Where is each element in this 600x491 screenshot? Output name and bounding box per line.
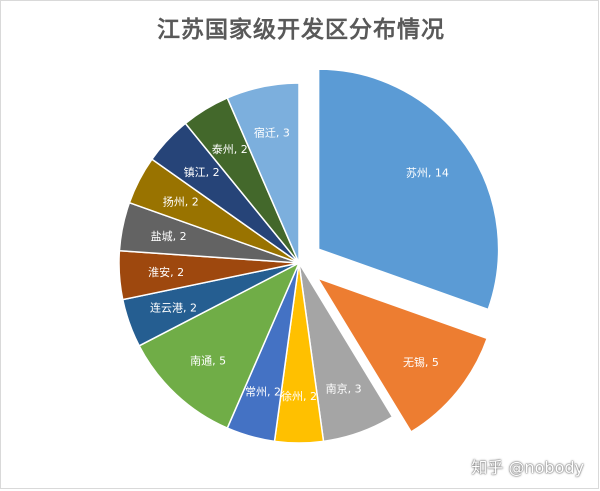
slice-data-label-1: 苏州, 14 [406,166,449,179]
watermark-text: 知乎 @nobody [471,458,584,477]
slice-data-label-9: 盐城, 2 [151,230,187,243]
chart-title: 江苏国家级开发区分布情况 [157,17,445,43]
slice-data-label-13: 宿迁, 3 [254,126,290,140]
slice-data-label-2: 无锡, 5 [403,355,439,369]
pie-slice-1 [317,68,500,311]
slice-data-label-12: 泰州, 2 [212,142,248,156]
slice-data-label-10: 扬州, 2 [163,195,199,209]
slice-data-label-11: 镇江, 2 [184,165,220,179]
pie-slice-13 [226,82,300,264]
pie-slice-2 [315,276,489,433]
slice-data-label-4: 徐州, 2 [281,389,317,403]
pie-slice-6 [138,261,301,430]
slice-data-label-6: 南通, 5 [190,354,226,367]
slice-data-label-3: 南京, 3 [326,382,362,396]
slice-data-label-5: 常州, 2 [245,385,281,398]
slice-data-label-8: 淮安, 2 [148,265,184,279]
slice-data-label-7: 连云港, 2 [150,302,197,315]
